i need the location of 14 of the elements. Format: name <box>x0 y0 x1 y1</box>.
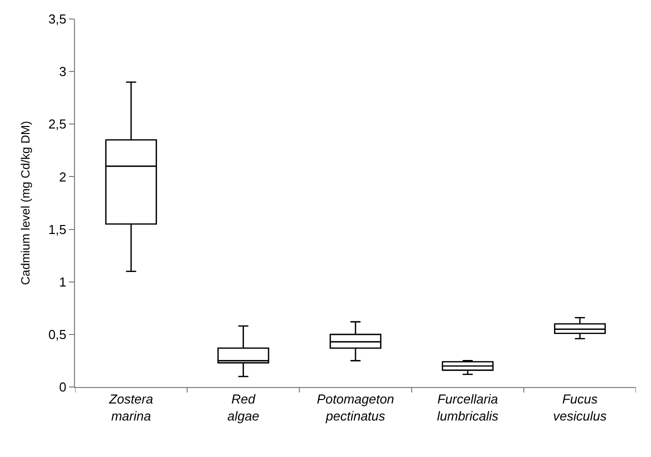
x-tick-label: Potomageton pectinatus <box>316 392 394 424</box>
y-tick-label: 0 <box>59 380 66 395</box>
y-tick-label: 0,5 <box>48 326 66 342</box>
y-tick-label: 1,5 <box>48 222 66 237</box>
x-tick-label: Zostera marina <box>108 392 154 424</box>
y-axis-title: Cadmium level (mg Cd/kg DM) <box>18 120 33 286</box>
x-tick-label: Furcellaria lumbricalis <box>436 392 499 424</box>
y-tick-label: 2,5 <box>48 116 66 132</box>
y-tick-label: 3,5 <box>48 12 66 27</box>
y-tick-label: 2 <box>59 169 66 184</box>
x-tick-label: Red algae <box>227 392 260 424</box>
x-tick-label: Fucus vesiculus <box>553 392 608 424</box>
y-tick-label: 1 <box>59 274 66 290</box>
y-tick-label: 3 <box>59 64 66 80</box>
